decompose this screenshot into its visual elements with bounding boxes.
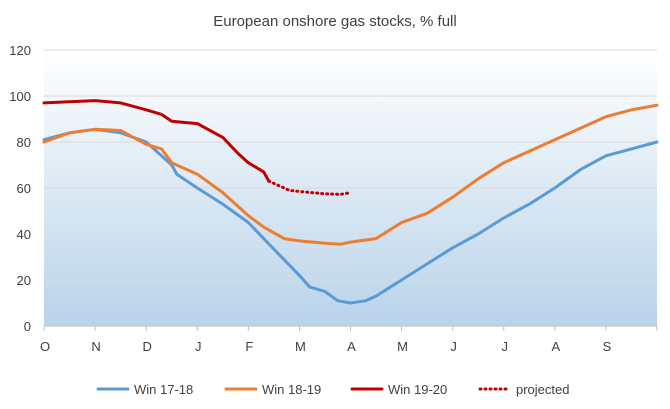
x-tick-label-1: N bbox=[91, 339, 100, 354]
y-tick-label-6: 120 bbox=[9, 43, 31, 58]
legend-label-2: Win 19-20 bbox=[388, 382, 447, 397]
series-line-win-18-19 bbox=[42, 103, 659, 246]
series-layer bbox=[42, 99, 659, 305]
legend: Win 17-18 Win 18-19 Win 19-20 projected bbox=[96, 382, 569, 397]
x-tick-label-2: D bbox=[142, 339, 151, 354]
x-tick-label-0: O bbox=[40, 339, 50, 354]
legend-label-0: Win 17-18 bbox=[134, 382, 193, 397]
y-tick-label-3: 60 bbox=[17, 181, 31, 196]
series-line-projected bbox=[267, 179, 352, 196]
x-tick-label-7: M bbox=[397, 339, 408, 354]
y-tick-label-4: 80 bbox=[17, 135, 31, 150]
x-tick-label-11: S bbox=[603, 339, 612, 354]
x-tick-label-8: J bbox=[450, 339, 457, 354]
legend-label-1: Win 18-19 bbox=[262, 382, 321, 397]
x-tick-label-9: J bbox=[502, 339, 509, 354]
x-tick-label-6: A bbox=[347, 339, 356, 354]
x-tick-label-10: A bbox=[551, 339, 560, 354]
y-tick-label-1: 20 bbox=[17, 273, 31, 288]
y-tick-label-5: 100 bbox=[9, 89, 31, 104]
y-tick-label-2: 40 bbox=[17, 227, 31, 242]
axis-layer: 0 20 40 60 80 100 120 O N D J F M A M J J A S bbox=[9, 43, 658, 354]
x-tick-label-4: F bbox=[245, 339, 253, 354]
x-tick-label-5: M bbox=[295, 339, 306, 354]
series-line-win-17-18 bbox=[42, 127, 659, 305]
chart-title: European onshore gas stocks, % full bbox=[213, 13, 456, 30]
legend-label-3: projected bbox=[516, 382, 569, 397]
series-line-win-19-20 bbox=[42, 99, 271, 183]
x-tick-label-3: J bbox=[195, 339, 202, 354]
y-tick-label-0: 0 bbox=[24, 319, 31, 334]
